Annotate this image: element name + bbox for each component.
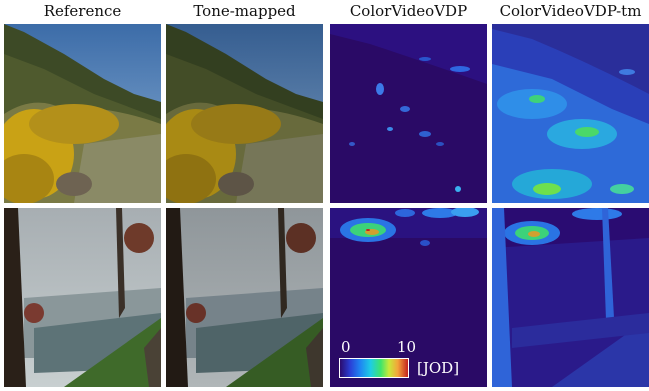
jod-colorbar: 0 10 [JOD]: [339, 338, 459, 383]
tone-mapped-image-sea-cliff: [166, 208, 323, 387]
colorbar-max-label: 10: [397, 338, 417, 356]
tone-mapped-image-hillside: [166, 24, 323, 203]
reference-image-sea-cliff: [4, 208, 161, 387]
column-title-tone-mapped: Tone-mapped: [193, 2, 296, 20]
reference-image-hillside: [4, 24, 161, 203]
column-title-colorvideovdp-tm: ColorVideoVDP-tm: [499, 2, 642, 20]
colorvideovdp-tm-heatmap-hillside: [492, 24, 649, 203]
colorvideovdp-heatmap-sea-cliff: [330, 208, 487, 387]
colorbar-gradient: [339, 358, 409, 378]
colorbar-min-label: 0: [341, 338, 351, 356]
colorvideovdp-tm-heatmap-sea-cliff: [492, 208, 649, 387]
colorbar-unit-label: [JOD]: [417, 359, 460, 377]
colorvideovdp-heatmap-hillside: [330, 24, 487, 203]
column-title-reference: Reference: [43, 2, 122, 20]
column-title-colorvideovdp: ColorVideoVDP: [349, 2, 468, 20]
